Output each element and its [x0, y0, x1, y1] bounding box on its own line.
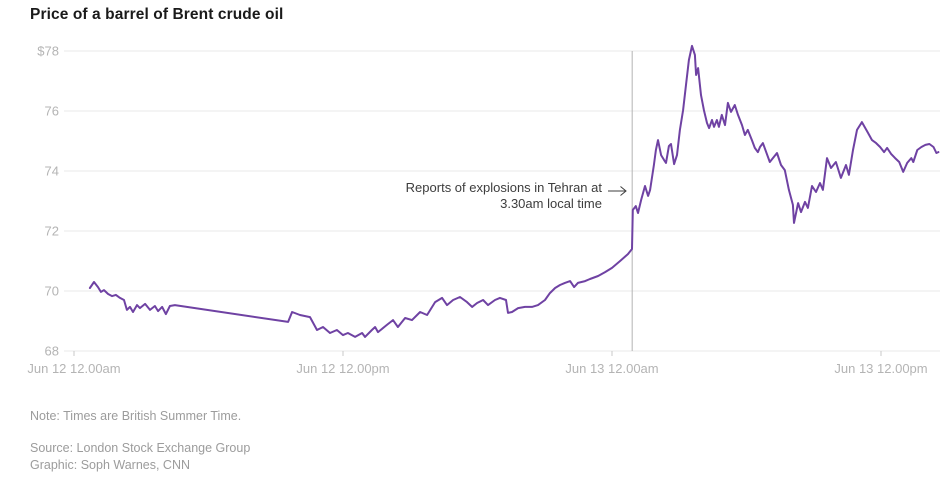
x-tick-label-24: Jun 13 12.00am: [565, 361, 658, 376]
y-tick-label-68: 68: [45, 344, 59, 359]
grid-lines: [64, 50, 940, 352]
y-tick-label-72: 72: [45, 224, 59, 239]
x-axis-ticks: [73, 351, 882, 356]
footer-source: Source: London Stock Exchange Group: [30, 441, 251, 455]
price-line-series: [88, 44, 940, 338]
y-tick-label-78: $78: [37, 44, 59, 59]
footer-note: Note: Times are British Summer Time.: [30, 409, 242, 423]
x-tick-label-12: Jun 12 12.00pm: [296, 361, 389, 376]
y-tick-label-70: 70: [45, 284, 59, 299]
y-tick-label-76: 76: [45, 104, 59, 119]
x-tick-label-0: Jun 12 12.00am: [27, 361, 120, 376]
chart-title: Price of a barrel of Brent crude oil: [30, 6, 284, 23]
x-tick-label-36: Jun 13 12.00pm: [834, 361, 927, 376]
footer-credit: Graphic: Soph Warnes, CNN: [30, 458, 191, 472]
x-axis-labels: Jun 12 12.00am Jun 12 12.00pm Jun 13 12.00…: [27, 361, 927, 376]
y-axis-labels: $78 76 74 72 70 68: [37, 44, 59, 359]
footer-source-block: Source: London Stock Exchange Group Grap…: [30, 440, 250, 474]
arrow-right-icon: [608, 186, 627, 196]
annotation: Reports of explosions in Tehran at 3.30a…: [406, 180, 627, 211]
price-line-path: [88, 44, 940, 338]
annotation-text-line1: Reports of explosions in Tehran at: [406, 180, 603, 195]
annotation-text-line2: 3.30am local time: [500, 196, 602, 211]
arrow-head: [620, 186, 627, 196]
y-tick-label-74: 74: [45, 164, 59, 179]
